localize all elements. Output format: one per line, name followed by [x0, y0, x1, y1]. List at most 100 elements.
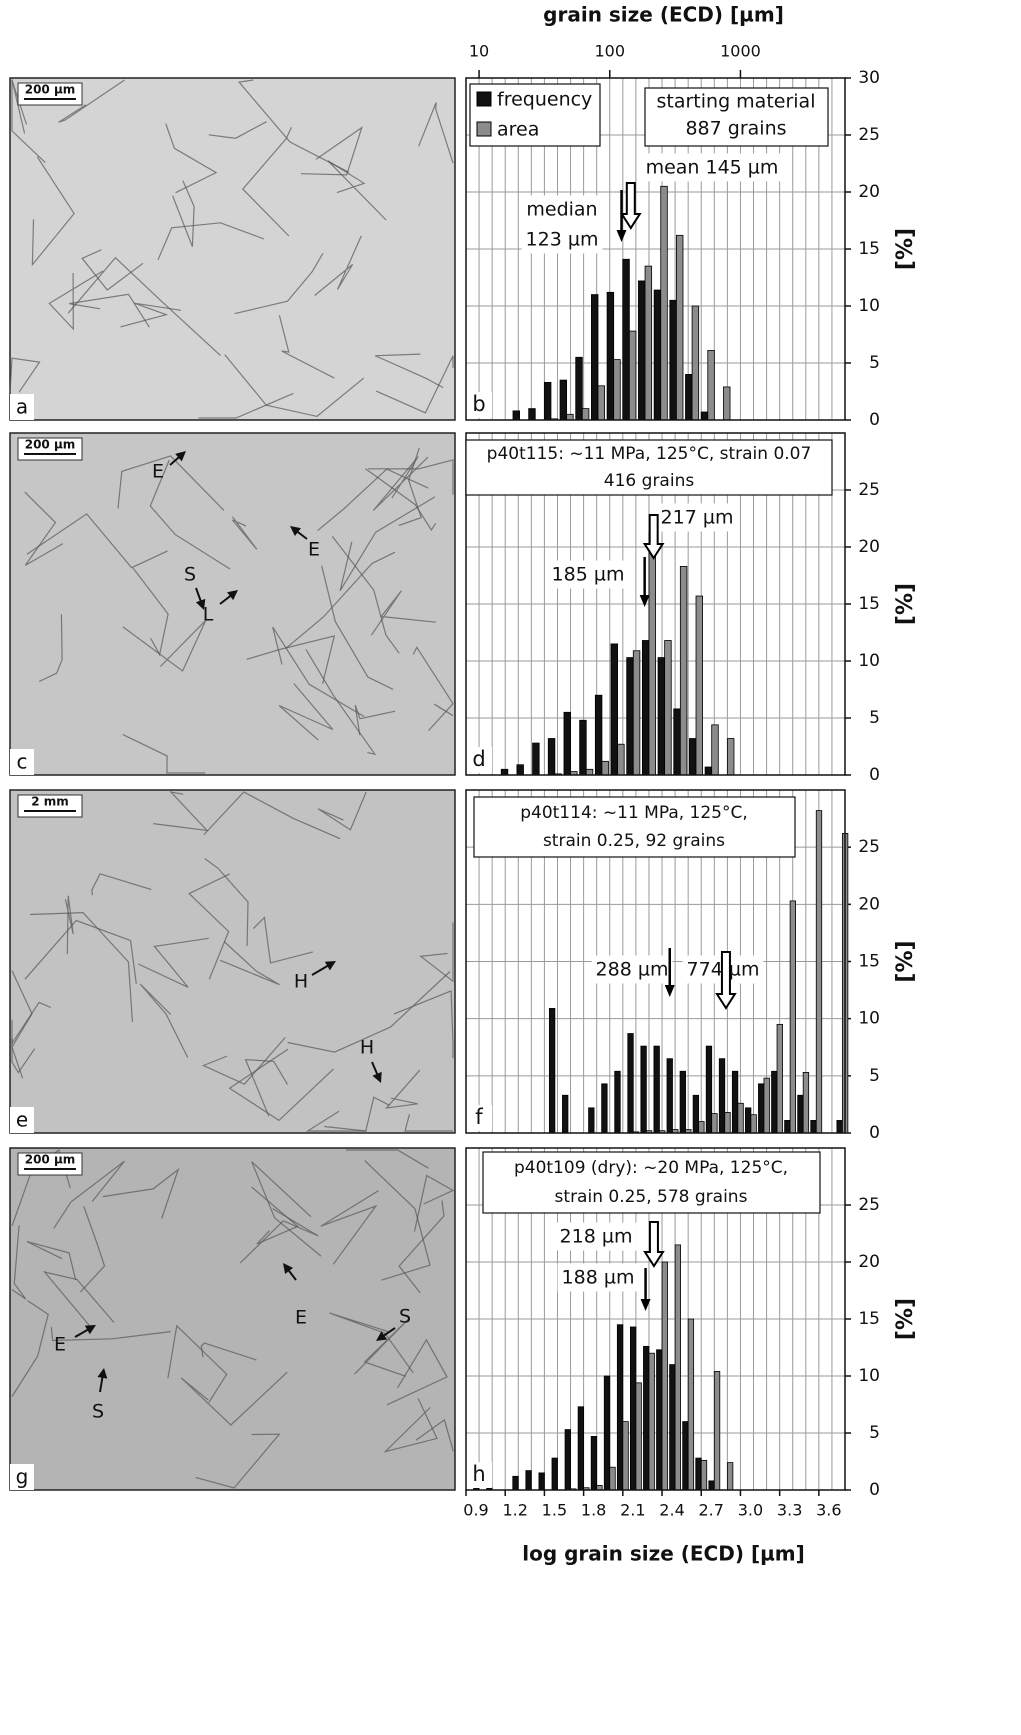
frequency-bar [669, 299, 677, 421]
y-tick-label: 15 [858, 952, 880, 972]
frequency-bar [525, 1470, 532, 1491]
x2-axis-title: grain size (ECD) [µm] [543, 3, 784, 27]
feature-label: E [54, 1334, 66, 1356]
area-bar [613, 359, 621, 421]
area-bar [660, 185, 668, 421]
grain-boundary [208, 121, 267, 139]
grain-boundary [305, 1110, 367, 1132]
feature-label: H [360, 1037, 374, 1059]
grain-boundary [69, 293, 150, 328]
frequency-bar [758, 1083, 765, 1134]
grain-boundary [317, 791, 367, 831]
frequency-bar [588, 1107, 595, 1134]
area-bar [711, 724, 719, 776]
feature-arrowhead [175, 451, 186, 462]
micrograph [9, 432, 456, 776]
frequency-bar [640, 1045, 647, 1134]
frequency-bar [669, 1364, 676, 1491]
x-tick-label: 3.3 [777, 1501, 802, 1520]
x-tick-label: 1.2 [502, 1501, 527, 1520]
y-tick-label: 10 [858, 651, 880, 671]
y-tick-label: 10 [858, 1366, 880, 1386]
grain-boundary [383, 1398, 438, 1453]
median-arrowhead [639, 595, 650, 607]
frequency-bar [745, 1107, 752, 1134]
area-bar [676, 234, 684, 421]
info-box [644, 87, 829, 147]
area-bar [622, 1421, 629, 1491]
area-bar [664, 640, 672, 776]
y-tick-label: 20 [858, 1252, 880, 1272]
grain-boundary [11, 1300, 49, 1397]
grain-boundary [370, 590, 436, 636]
frequency-bar [579, 719, 587, 776]
panel-letter-box [10, 394, 34, 420]
y-tick-label: 25 [858, 837, 880, 857]
grain-boundary [203, 791, 341, 840]
frequency-bar [606, 291, 615, 421]
area-bar [632, 650, 641, 776]
grain-boundary [157, 222, 265, 261]
y-tick-label: 5 [869, 708, 880, 728]
area-bar [711, 1113, 718, 1134]
grain-boundary [234, 253, 324, 315]
annotation: 288 µm [591, 955, 673, 984]
frequency-bar [575, 356, 583, 421]
frequency-bar [836, 1120, 843, 1134]
grain-boundary [120, 302, 181, 328]
x-tick-label: 2.7 [699, 1501, 724, 1520]
y-axis-label: [%] [893, 1298, 918, 1340]
frequency-bar [538, 1472, 545, 1491]
area-bar [726, 738, 735, 776]
grain-boundary [132, 567, 169, 657]
grain-boundary [122, 733, 206, 774]
grain-boundary [251, 1186, 299, 1245]
y-tick-label: 20 [858, 537, 880, 557]
feature-label: S [92, 1401, 104, 1423]
frequency-bar [641, 640, 650, 776]
area-bar [628, 330, 637, 421]
area-bar [679, 565, 688, 776]
panel-letter-box [468, 1462, 492, 1488]
grain-boundary [24, 919, 137, 984]
area-bar [691, 305, 700, 421]
grain-boundary [81, 249, 144, 291]
panel-letter: d [472, 747, 485, 771]
frequency-bar [516, 764, 524, 776]
grain-boundary [117, 455, 225, 511]
area-bar [737, 1102, 744, 1134]
grain-boundary [204, 858, 249, 947]
panel-letter: b [472, 392, 485, 416]
x-tick-label: 3.0 [738, 1501, 763, 1520]
grain-boundary [180, 1371, 288, 1426]
grain-boundary [364, 468, 437, 532]
area-bar [750, 1114, 757, 1134]
grain-boundary [404, 1114, 453, 1132]
y-tick-label: 15 [858, 594, 880, 614]
frequency-bar [528, 408, 536, 421]
grain-boundary [246, 635, 336, 685]
grain-boundary [48, 270, 104, 331]
grain-boundary [413, 1174, 455, 1232]
frequency-bar [551, 1457, 558, 1491]
grain-boundary [368, 459, 454, 495]
legend-box [469, 83, 601, 147]
feature-arrow [99, 1375, 104, 1393]
annotation-text: 217 µm [661, 507, 734, 529]
area-bar [802, 1072, 810, 1134]
frequency-bar [653, 1045, 660, 1134]
plot-frame [465, 789, 846, 1134]
y-axis-label: [%] [893, 583, 918, 625]
area-bar [763, 1077, 770, 1134]
grain-boundary [244, 1058, 289, 1117]
annotation-text: 288 µm [596, 959, 669, 981]
frequency-bar [626, 657, 634, 776]
frequency-bar [622, 258, 630, 421]
annotation-bg [656, 503, 738, 532]
grain-boundary [327, 160, 387, 221]
grain-boundary [393, 990, 454, 1059]
grain-boundary [11, 970, 33, 1079]
grain-boundary [239, 1208, 319, 1264]
mean-arrow [643, 1221, 665, 1268]
feature-label: S [399, 1306, 411, 1328]
